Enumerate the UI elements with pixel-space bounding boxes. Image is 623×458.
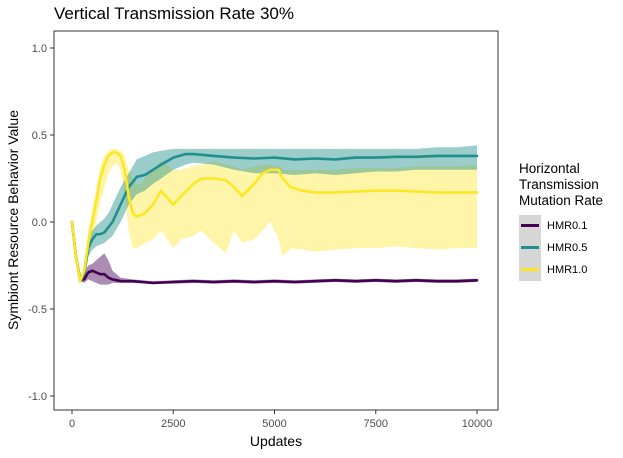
legend: Horizontal Transmission Mutation Rate HM…: [519, 161, 619, 281]
y-tick-label: -1.0: [28, 391, 47, 403]
x-tick-label: 10000: [462, 418, 493, 430]
series-lines: [70, 151, 479, 285]
y-tick-label: 0.0: [32, 217, 47, 229]
legend-title-line: Mutation Rate: [519, 193, 604, 208]
y-tick-label: -0.5: [28, 304, 47, 316]
plot-panel-border: [53, 30, 499, 411]
chart-title: Vertical Transmission Rate 30%: [54, 4, 294, 23]
legend-item-hmr1-0: HMR1.0: [519, 259, 619, 281]
y-tick-label: 0.5: [32, 130, 47, 142]
legend-swatch: [521, 224, 539, 227]
line-hmr0-1: [70, 220, 479, 285]
legend-label: HMR0.1: [547, 220, 588, 232]
legend-label: HMR0.5: [547, 242, 588, 254]
x-tick-label: 2500: [161, 418, 185, 430]
legend-item-hmr0-5: HMR0.5: [519, 237, 619, 259]
line-hmr1-0: [70, 151, 479, 283]
x-axis-label: Updates: [250, 433, 302, 449]
band-hmr1-0: [72, 148, 477, 283]
legend-swatch: [521, 246, 539, 249]
x-axis: 0 2500 5000 7500 10000: [69, 410, 492, 430]
legend-title-line: Transmission: [519, 177, 599, 192]
y-tick-label: 1.0: [32, 43, 47, 55]
legend-swatch: [521, 268, 539, 271]
band-hmr0-5: [72, 145, 477, 283]
x-tick-label: 7500: [364, 418, 388, 430]
y-axis-label: Symbiont Resource Behavior Value: [5, 110, 21, 330]
legend-key: [519, 259, 541, 281]
x-tick-label: 5000: [262, 418, 286, 430]
legend-title-line: Horizontal: [519, 161, 580, 176]
line-hmr0-5: [70, 152, 479, 283]
legend-title: Horizontal Transmission Mutation Rate: [519, 161, 619, 209]
legend-key: [519, 237, 541, 259]
x-tick-label: 0: [69, 418, 75, 430]
legend-label: HMR1.0: [547, 264, 588, 276]
plot-panel-background: [54, 31, 498, 410]
legend-key: [519, 215, 541, 237]
legend-item-hmr0-1: HMR0.1: [519, 215, 619, 237]
y-axis: -1.0 -0.5 0.0 0.5 1.0: [28, 43, 54, 403]
